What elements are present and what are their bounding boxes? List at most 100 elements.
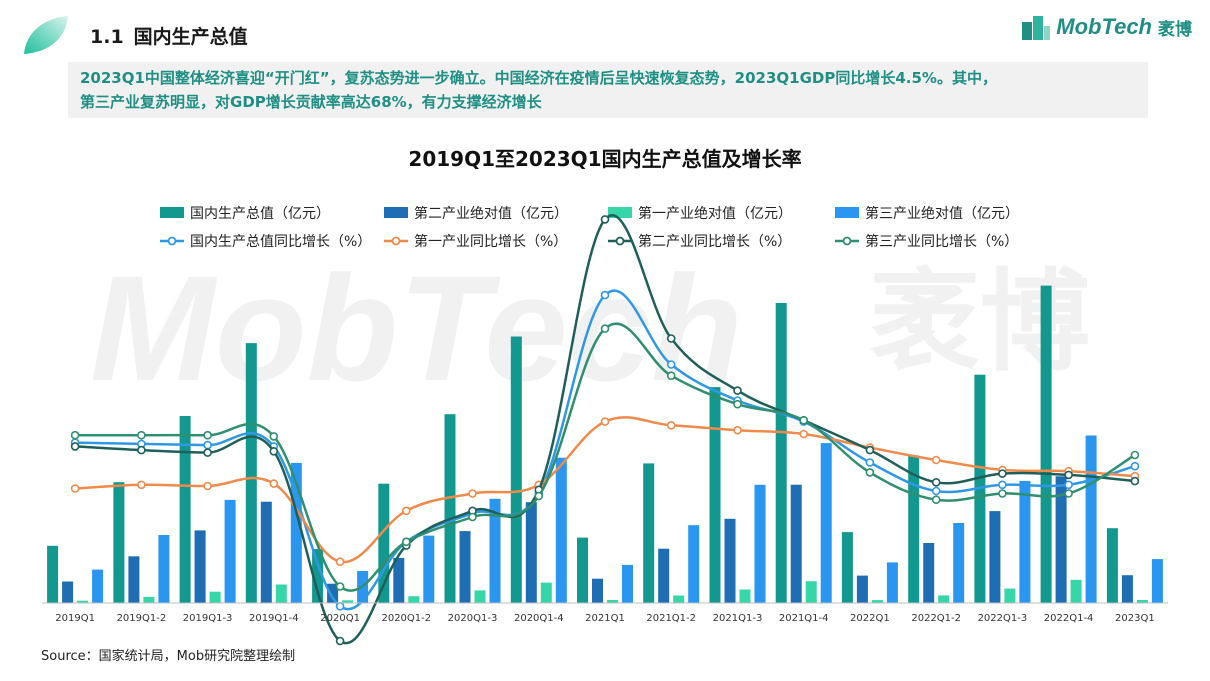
legend: 国内生产总值（亿元） 第二产业绝对值（亿元） 第一产业绝对值（亿元） 第三产业绝对值（… [160,205,1019,250]
bar-0-2020Q1 [312,549,324,603]
line-point-0-2022Q1-4 [1064,480,1073,490]
line-point-3-2021Q1-3 [733,399,742,409]
line-point-2-2019Q1 [70,442,80,451]
line-point-0-2021Q1-2 [666,360,676,369]
section-number: 1.1 [90,26,124,48]
brand-name-cn: 袤博 [1158,19,1192,40]
legend-marker-line-3 [842,236,852,246]
bar-2-2022Q1 [871,600,883,603]
section-title-text: 国内生产总值 [133,26,248,48]
bar-3-2019Q1-4 [290,462,302,603]
legend-label-line-1: 第一产业同比增长（%） [414,233,567,250]
bar-series-group [47,285,1163,603]
bar-1-2021Q1-2 [658,548,670,603]
bar-1-2021Q1 [592,578,603,603]
bar-1-2021Q1-4 [790,484,802,603]
x-tick-label-2020Q1-3: 2020Q1-3 [448,613,498,624]
bar-2-2022Q1-2 [938,595,950,603]
line-point-2-2022Q1 [865,445,875,455]
bar-2-2019Q1-2 [143,596,155,603]
bar-2-2021Q1-3 [739,589,751,603]
legend-swatch-bar-2 [608,207,632,218]
bar-3-2023Q1 [1151,559,1163,603]
bar-0-2020Q1-3 [444,414,456,603]
line-point-0-2022Q1-2 [931,486,941,496]
line-point-3-2022Q1 [865,468,875,477]
bar-3-2021Q1-2 [688,525,700,603]
bar-0-2019Q1-2 [113,482,125,603]
bar-2-2022Q1-4 [1070,579,1082,603]
bar-3-2020Q1-2 [423,535,435,603]
x-tick-label-2022Q1: 2022Q1 [850,613,890,624]
x-tick-label-2019Q1-4: 2019Q1-4 [249,613,299,624]
logo-leaf-icon [24,16,68,54]
bar-0-2020Q1-4 [510,336,522,603]
legend-label-line-2: 第二产业同比增长（%） [638,233,791,250]
line-point-3-2021Q1-4 [799,415,809,425]
bar-2-2020Q1 [342,600,354,603]
line-series-1 [75,416,1135,564]
bar-1-2020Q1-3 [459,531,471,603]
bar-3-2020Q1-3 [489,498,501,603]
legend-marker-line-1 [391,236,401,246]
line-point-3-2022Q1-4 [1064,489,1073,498]
line-point-3-2019Q1-4 [269,432,279,441]
bar-1-2020Q1 [327,583,339,603]
line-point-2-2022Q1-3 [998,469,1007,478]
bar-3-2021Q1-3 [754,484,766,603]
x-tick-label-2019Q1-2: 2019Q1-2 [117,613,167,624]
line-point-2-2022Q1-4 [1064,470,1073,480]
x-tick-label-2023Q1: 2023Q1 [1115,613,1155,624]
bar-2-2020Q1-4 [540,582,552,603]
line-point-1-2019Q1-2 [137,480,146,490]
bar-3-2022Q1 [886,562,898,603]
line-point-0-2020Q1 [335,601,345,611]
bar-3-2019Q1-2 [158,535,170,603]
bar-0-2021Q1-3 [709,387,721,603]
x-tick-label-2022Q1-2: 2022Q1-2 [911,613,961,624]
line-point-0-2022Q1 [865,458,875,467]
x-tick-label-2020Q1-2: 2020Q1-2 [381,613,431,624]
legend-marker-line-2 [615,236,625,246]
line-point-3-2020Q1-3 [468,512,477,522]
bar-2-2019Q1 [77,600,89,603]
line-point-1-2022Q1-2 [931,455,941,465]
bar-1-2019Q1-2 [128,556,140,603]
bar-1-2023Q1 [1121,575,1133,603]
bar-1-2020Q1-2 [393,557,405,603]
bar-1-2022Q1-4 [1055,476,1067,603]
bar-2-2019Q1-4 [275,584,287,603]
bar-0-2022Q1-2 [908,455,920,603]
bar-2-2020Q1-3 [474,590,486,603]
bar-1-2019Q1 [62,581,74,603]
line-point-3-2021Q1-2 [666,371,676,381]
bar-2-2021Q1-2 [673,595,685,603]
bar-3-2022Q1-3 [1019,480,1031,603]
bar-0-2019Q1-4 [245,343,257,603]
line-point-1-2021Q1-4 [799,429,809,439]
line-point-0-2019Q1-3 [203,440,212,450]
section-title: 1.1 国内生产总值 [90,22,248,49]
bar-0-2021Q1-4 [775,303,787,603]
brand-logo: MobTech 袤博 [1022,12,1192,42]
line-point-3-2020Q1-2 [401,537,411,547]
line-point-2-2020Q1 [335,636,345,646]
brand-mark-icon [1022,16,1051,40]
line-point-2-2021Q1-2 [666,334,676,343]
x-tick-label-2021Q1: 2021Q1 [585,613,625,624]
line-point-2-2021Q1-3 [733,386,742,395]
line-point-2-2021Q1 [600,215,610,224]
line-point-3-2019Q1-3 [203,430,212,440]
bar-2-2023Q1 [1136,600,1148,603]
bar-3-2022Q1-2 [953,523,965,603]
bar-0-2023Q1 [1106,528,1118,603]
bar-2-2019Q1-3 [209,591,221,603]
line-point-3-2020Q1-4 [534,491,544,501]
x-tick-label-2022Q1-3: 2022Q1-3 [978,613,1028,624]
x-tick-label-2020Q1-4: 2020Q1-4 [514,613,564,624]
bar-1-2019Q1-4 [260,501,272,603]
x-tick-label-2021Q1-4: 2021Q1-4 [779,613,829,624]
bar-0-2019Q1 [47,545,59,603]
line-point-1-2019Q1-3 [203,481,212,491]
